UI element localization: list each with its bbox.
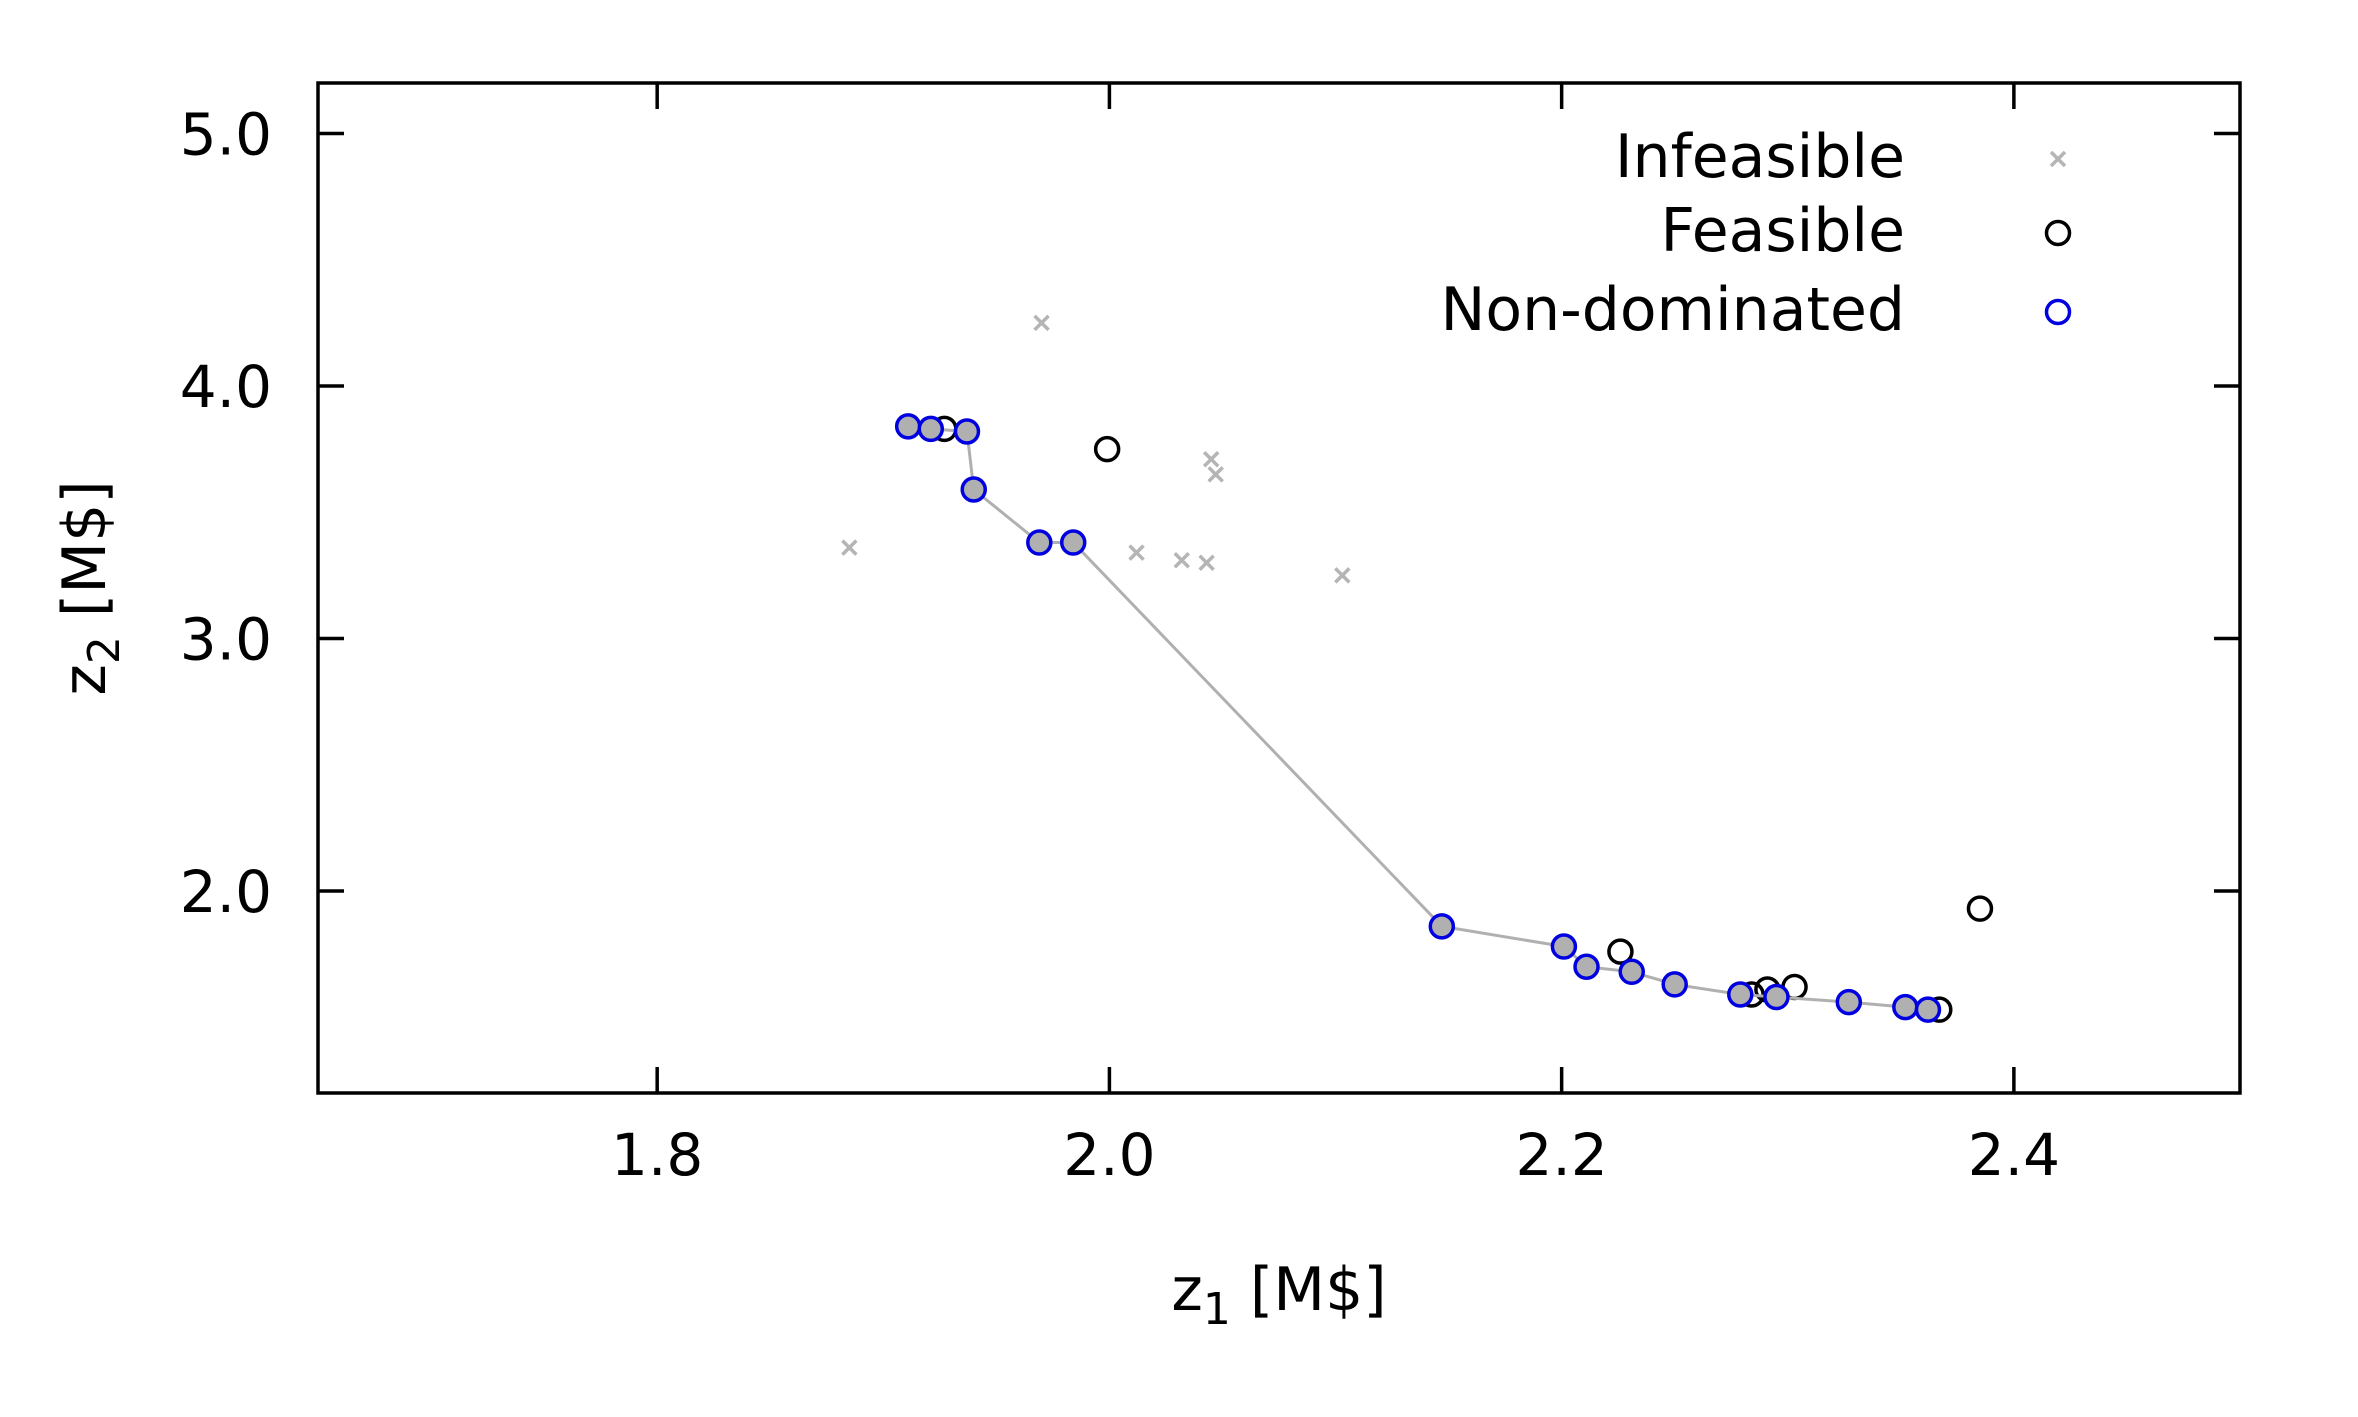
ticks-layer: 1.8 2.0 2.2 2.4 2.0 3.0 4.0 5.0 <box>180 83 2240 1189</box>
data-point <box>1661 971 1688 998</box>
y-tick-label: 5.0 <box>180 101 272 169</box>
y-tick-label: 2.0 <box>180 858 272 926</box>
series-layer <box>841 314 1994 1023</box>
x-axis-title-main: z <box>1171 1255 1203 1325</box>
data-point <box>1198 554 1215 571</box>
data-point <box>1550 933 1578 960</box>
x-tick-label: 1.8 <box>611 1121 703 1189</box>
data-point <box>1573 953 1600 980</box>
pareto-front-line <box>908 424 1929 1012</box>
data-point <box>1618 958 1645 986</box>
data-point <box>841 539 858 556</box>
series-non-dominated <box>894 413 1942 1023</box>
data-point <box>1026 529 1053 556</box>
x-axis-title-unit: [M$] <box>1231 1255 1387 1325</box>
data-point <box>1128 544 1145 561</box>
legend-label: Non-dominated <box>1440 275 1905 345</box>
data-point <box>960 476 987 503</box>
data-point <box>1334 567 1351 584</box>
plot-frame <box>316 81 2242 1095</box>
data-point <box>1207 466 1224 483</box>
y-tick-label: 4.0 <box>180 353 272 421</box>
data-point <box>1033 314 1050 332</box>
data-point <box>1914 996 1942 1023</box>
data-point <box>1093 435 1121 463</box>
data-point <box>1607 938 1634 965</box>
data-point <box>1059 529 1087 556</box>
data-point <box>1966 895 1994 922</box>
legend-label: Feasible <box>1660 196 1905 266</box>
data-point <box>1892 993 1919 1021</box>
x-tick-label: 2.0 <box>1063 1121 1155 1189</box>
data-point <box>953 418 981 445</box>
data-point <box>917 415 945 443</box>
data-point <box>1763 983 1790 1011</box>
x-tick-label: 2.4 <box>1968 1121 2060 1189</box>
data-point <box>1173 551 1191 569</box>
legend-swatch <box>2049 150 2067 168</box>
y-axis-title: z2 [M$] <box>50 480 130 695</box>
y-tick-label: 3.0 <box>180 606 272 674</box>
y-axis-title-unit: [M$] <box>50 480 120 636</box>
x-axis-title: z1 [M$] <box>1171 1255 1386 1335</box>
x-axis-title-subscript: 1 <box>1203 1284 1231 1335</box>
y-axis-title-main: z <box>50 664 120 696</box>
legend-swatch <box>2044 219 2072 247</box>
series-infeasible <box>841 314 1351 584</box>
data-point <box>1835 988 1863 1016</box>
data-point <box>1727 981 1754 1008</box>
data-point <box>894 413 922 440</box>
data-point <box>1428 913 1456 940</box>
legend-swatch <box>2044 298 2072 326</box>
data-point <box>1202 450 1220 468</box>
legend-label: Infeasible <box>1615 122 1905 192</box>
y-axis-title-subscript: 2 <box>79 636 130 664</box>
x-tick-label: 2.2 <box>1516 1121 1608 1189</box>
